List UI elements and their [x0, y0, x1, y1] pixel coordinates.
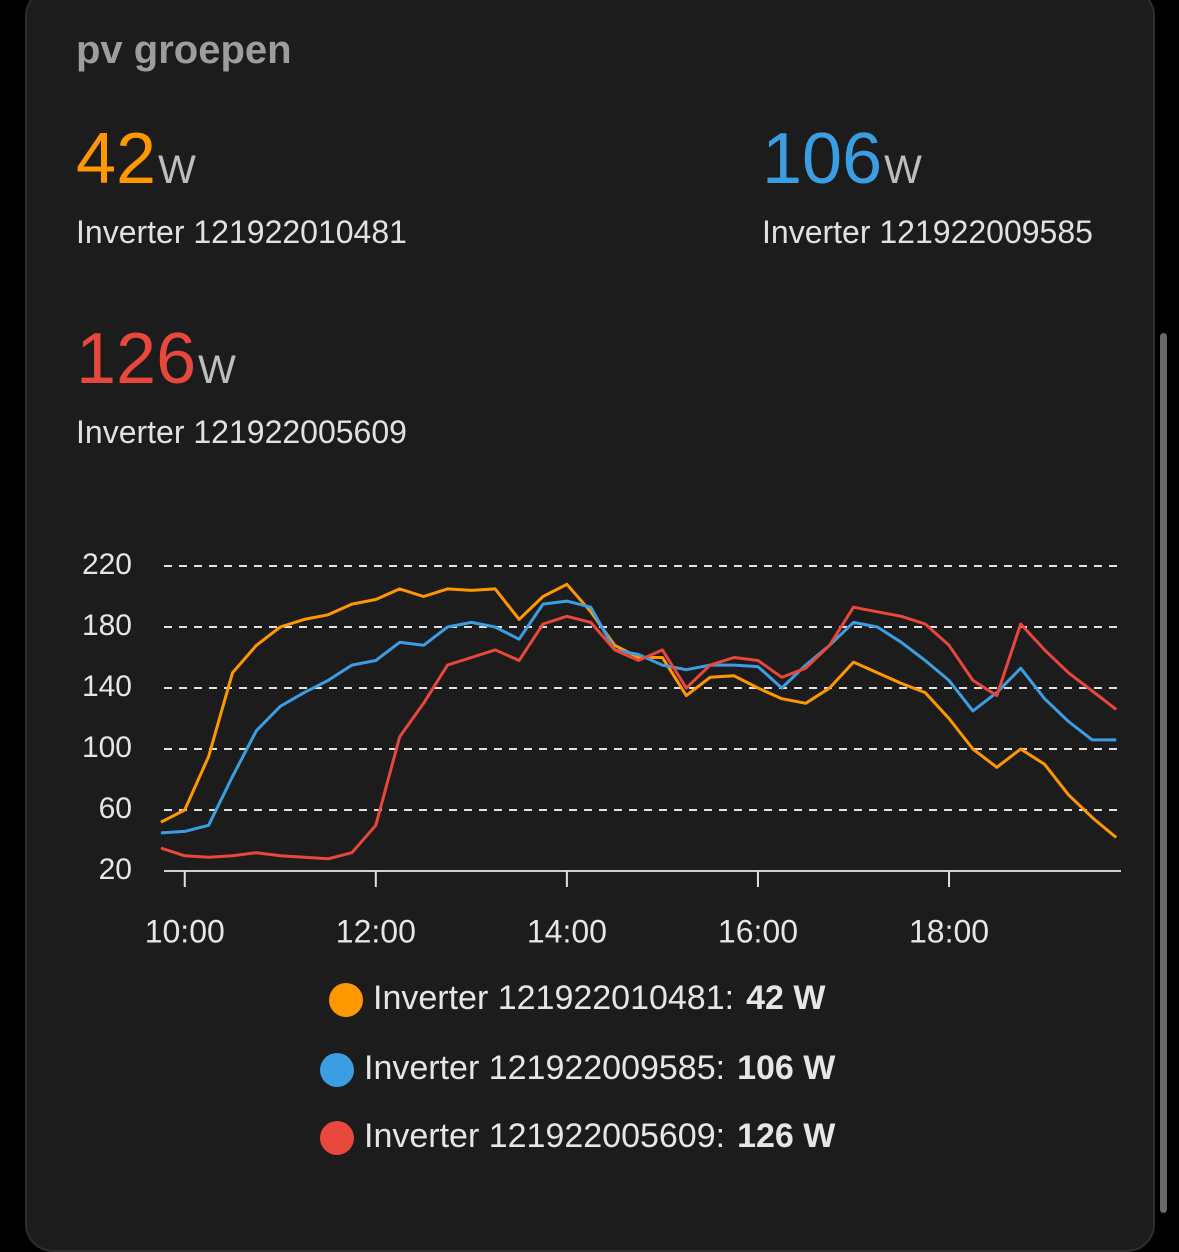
- series-line: [160, 582, 1118, 839]
- legend-separator: :: [716, 1117, 725, 1155]
- entity-unit: W: [158, 148, 196, 192]
- x-tick-label: 16:00: [718, 913, 798, 949]
- legend-item[interactable]: Inverter 121922005609: 126 W: [320, 1117, 836, 1155]
- entity-unit: W: [198, 348, 236, 392]
- entity-unit: W: [884, 148, 922, 192]
- entity-name: Inverter 121922009585: [762, 214, 1093, 250]
- entity[interactable]: 126W Inverter 121922005609: [76, 318, 407, 451]
- legend-item[interactable]: Inverter 121922009585: 106 W: [320, 1049, 836, 1087]
- legend-text: Inverter 121922009585: 106 W: [364, 1049, 836, 1087]
- entity[interactable]: 42W Inverter 121922010481: [76, 118, 407, 251]
- series-line: [160, 605, 1118, 861]
- legend-swatch: [329, 983, 363, 1017]
- entity-name: Inverter 121922010481: [76, 214, 407, 250]
- legend-state: 126 W: [737, 1117, 836, 1155]
- scrollbar[interactable]: [1160, 333, 1167, 1213]
- page: pv groepen 42W Inverter 121922010481 106W I…: [25, 0, 1167, 1252]
- y-tick-label: 20: [99, 853, 132, 886]
- legend-text: Inverter 121922010481: 42 W: [373, 979, 826, 1017]
- entity[interactable]: 106W Inverter 121922009585: [762, 118, 1093, 251]
- y-tick-label: 60: [99, 792, 132, 825]
- x-tick-label: 10:00: [145, 913, 225, 949]
- legend-swatch: [320, 1121, 354, 1155]
- x-tick-label: 14:00: [527, 913, 607, 949]
- legend-item[interactable]: Inverter 121922010481: 42 W: [329, 979, 826, 1017]
- entity-state: 42: [76, 119, 157, 199]
- legend-swatch: [320, 1053, 354, 1087]
- legend-name: Inverter 121922009585: [364, 1049, 716, 1087]
- legend-text: Inverter 121922005609: 126 W: [364, 1117, 836, 1155]
- entity-state: 126: [76, 319, 197, 399]
- x-tick-label: 12:00: [336, 913, 416, 949]
- legend-state: 106 W: [737, 1049, 836, 1087]
- y-tick-label: 140: [82, 670, 132, 703]
- legend-separator: :: [725, 979, 734, 1017]
- entity-state: 106: [762, 119, 883, 199]
- legend-separator: :: [716, 1049, 725, 1087]
- y-tick-label: 100: [82, 731, 132, 764]
- y-tick-label: 180: [82, 609, 132, 642]
- y-tick-label: 220: [82, 548, 132, 581]
- series-line: [160, 599, 1117, 835]
- chart: 20 60 100 140 180 220 10:00 12:00 14:00 16:00 18:0…: [82, 548, 1121, 1155]
- card-title: pv groepen: [76, 28, 292, 72]
- legend-state: 42 W: [746, 979, 826, 1017]
- entity-name: Inverter 121922005609: [76, 414, 407, 450]
- x-tick-label: 18:00: [909, 913, 989, 949]
- legend-name: Inverter 121922010481: [373, 979, 725, 1017]
- legend-name: Inverter 121922005609: [364, 1117, 716, 1155]
